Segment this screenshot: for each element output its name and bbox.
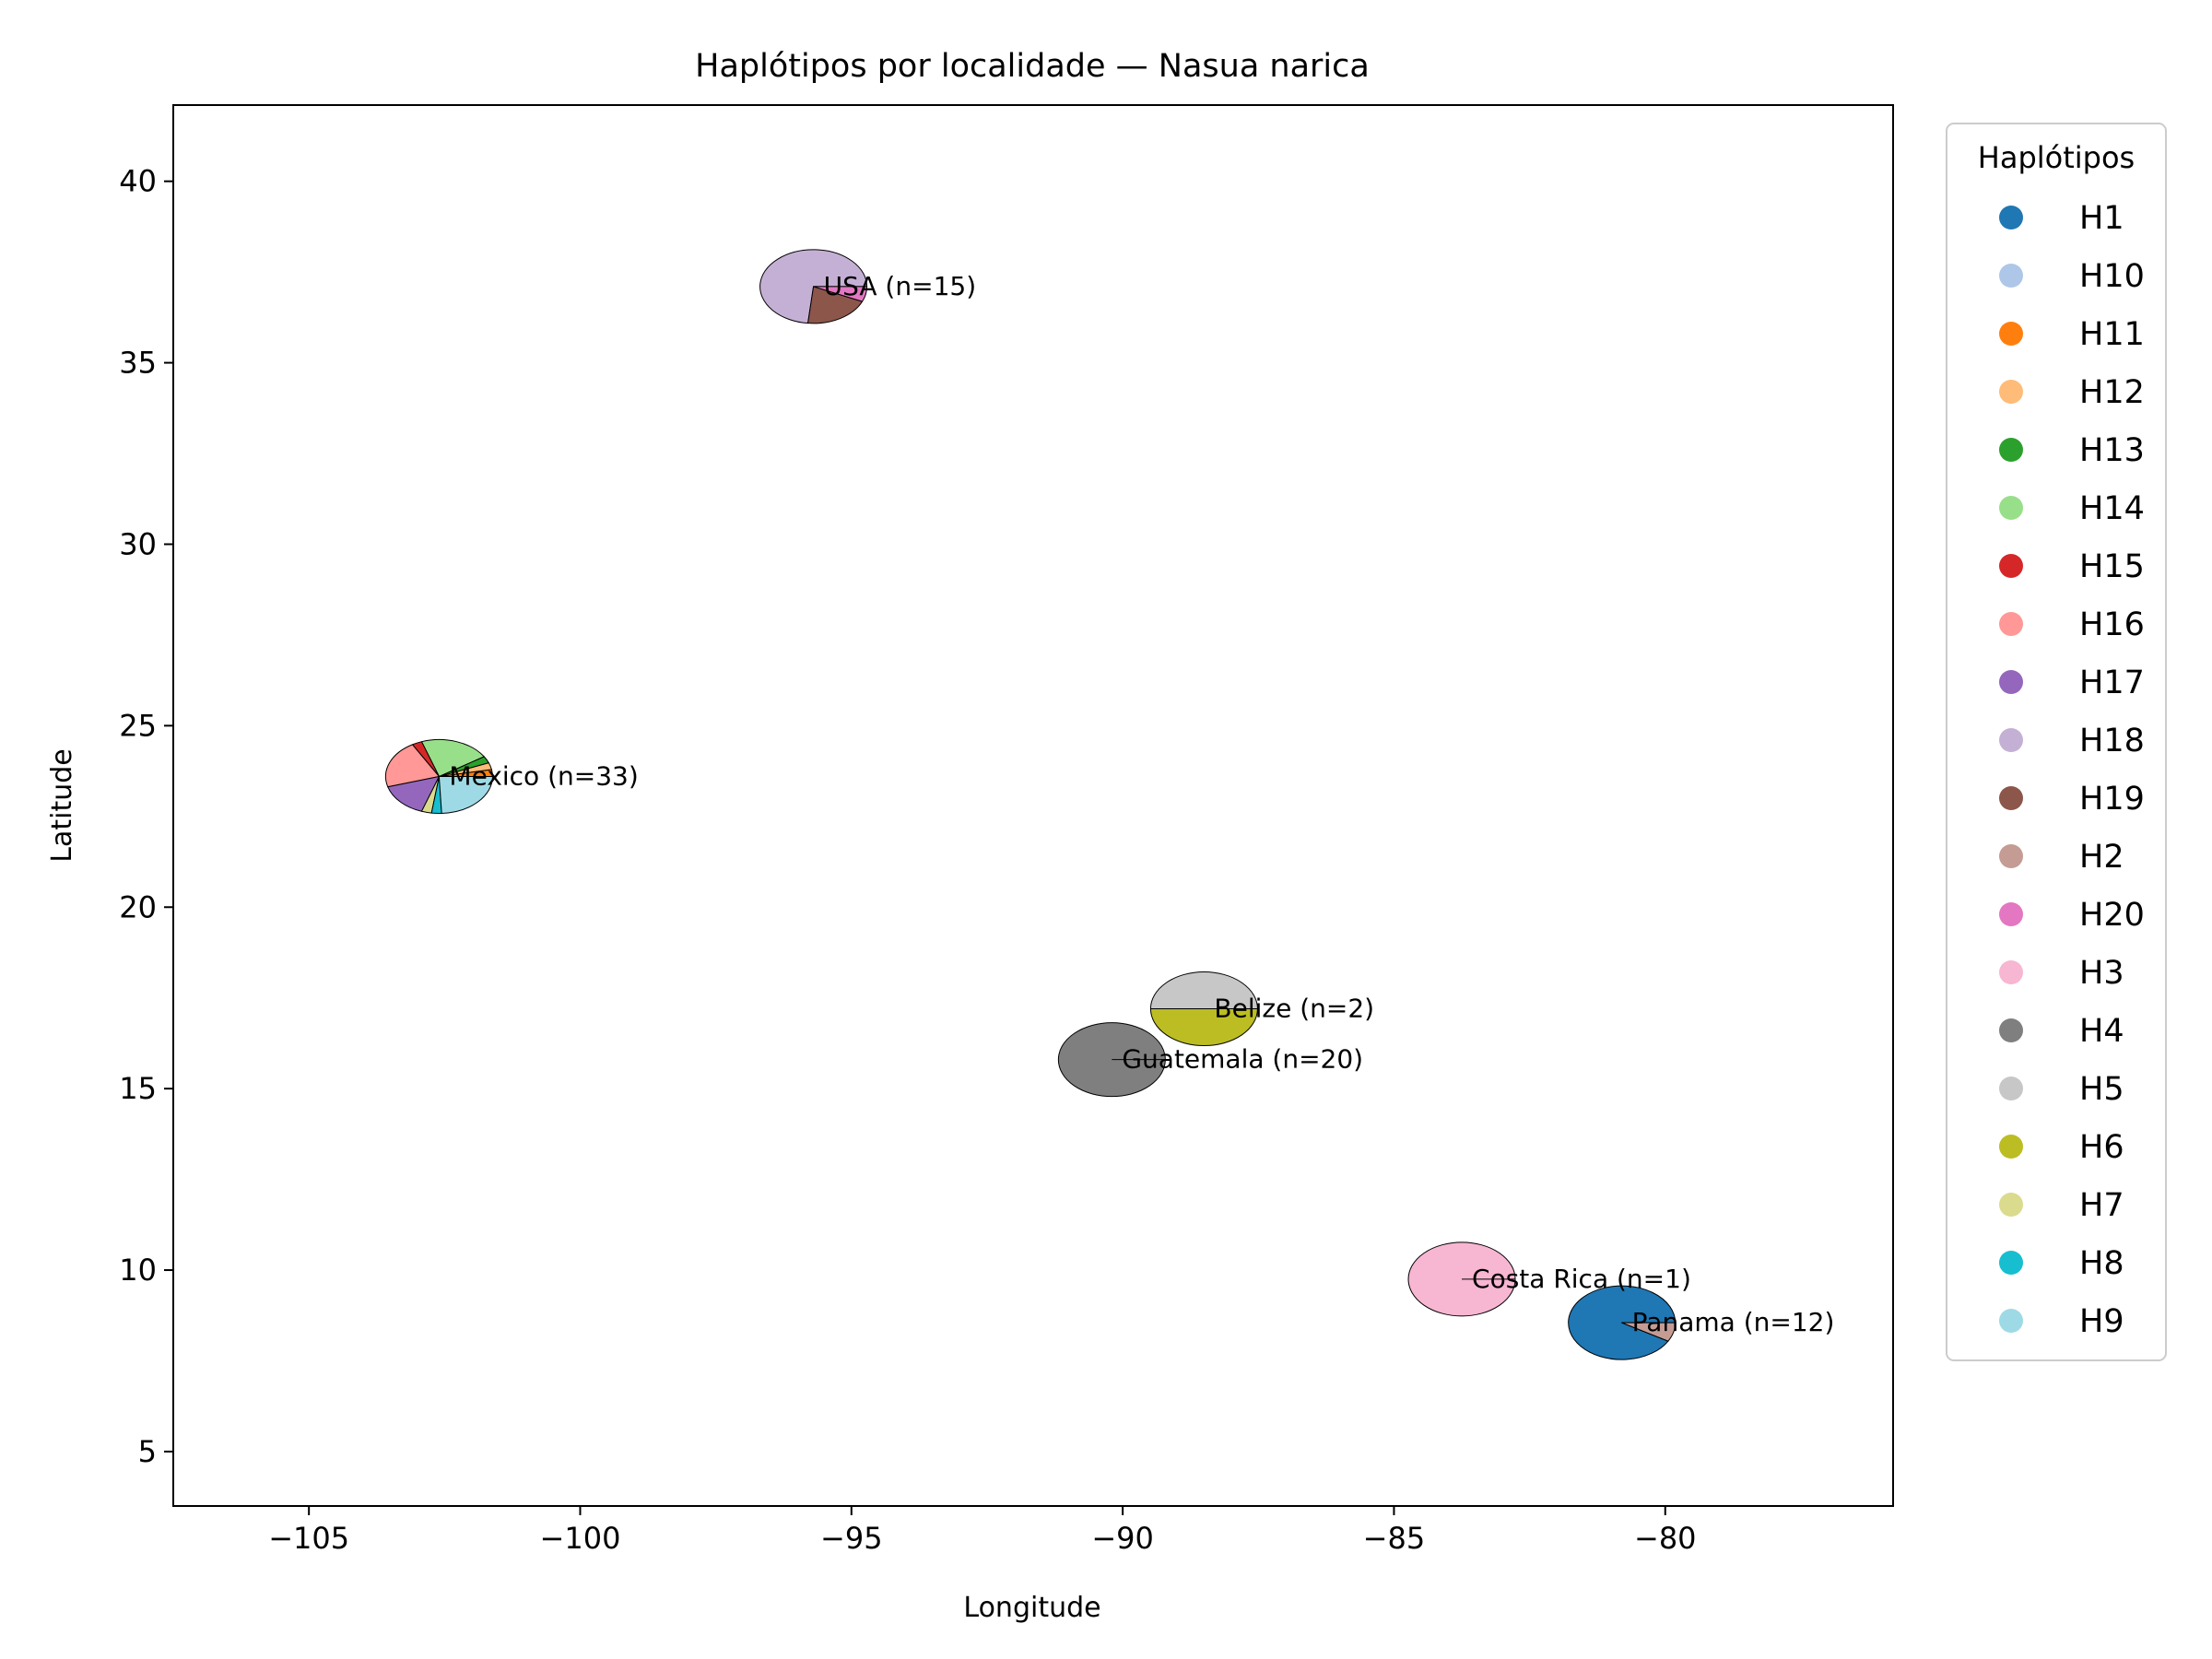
legend-marker-h9 [1999, 1309, 2023, 1333]
pie-mexico [384, 739, 493, 814]
legend-label-h19: H19 [2079, 781, 2145, 818]
legend-label-h12: H12 [2079, 374, 2145, 411]
y-tick-label: 10 [119, 1253, 157, 1288]
pie-usa [759, 249, 868, 324]
legend-label-h20: H20 [2079, 897, 2145, 934]
y-tick-label: 40 [119, 164, 157, 199]
legend-marker-h7 [1999, 1193, 2023, 1217]
x-tick-label: −105 [268, 1521, 349, 1556]
pie-panama [1568, 1285, 1677, 1360]
legend-marker-h12 [1999, 380, 2023, 404]
locality-label-usa: USA (n=15) [824, 271, 977, 301]
pie-slice-h17 [387, 775, 440, 812]
legend-label-h6: H6 [2079, 1129, 2124, 1166]
y-tick-label: 30 [119, 526, 157, 561]
legend-label-h14: H14 [2079, 490, 2145, 527]
legend-frame [1946, 123, 2167, 1361]
legend-marker-h13 [1999, 438, 2023, 462]
pie-slice-h5 [1149, 971, 1258, 1010]
pie-slice-h19 [807, 286, 864, 324]
legend-label-h9: H9 [2079, 1303, 2124, 1340]
y-tick-label: 15 [119, 1071, 157, 1106]
pie-slice-h20 [813, 286, 868, 302]
x-axis-ticks: −105 −100 −95 −90 −85 −80 [268, 1506, 1697, 1556]
locality-label-belize: Belize (n=2) [1214, 994, 1374, 1024]
locality-label-guatemala: Guatemala (n=20) [1122, 1044, 1363, 1075]
legend-label-h8: H8 [2079, 1245, 2124, 1282]
legend-marker-h11 [1999, 322, 2023, 346]
pie-slice-h2 [1621, 1322, 1677, 1342]
y-tick-label: 20 [119, 889, 157, 924]
legend-title: Haplótipos [1978, 140, 2135, 175]
legend-label-h16: H16 [2079, 606, 2145, 643]
locality-label-mexico: Mexico (n=33) [449, 760, 638, 791]
y-axis-label: Latitude [46, 748, 78, 862]
pie-guatemala [1057, 1022, 1166, 1098]
legend-label-h5: H5 [2079, 1071, 2124, 1108]
legend: Haplótipos H1 H10 H11 H12 H13 H14 H15 H16 H17 H18… [1946, 123, 2167, 1361]
legend-marker-h10 [1999, 264, 2023, 288]
legend-marker-h19 [1999, 786, 2023, 810]
locality-label-costa-rica: Costa Rica (n=1) [1472, 1264, 1691, 1294]
x-tick-label: −80 [1634, 1521, 1697, 1556]
legend-marker-h20 [1999, 902, 2023, 926]
legend-marker-h14 [1999, 496, 2023, 520]
legend-marker-h2 [1999, 844, 2023, 868]
legend-label-h17: H17 [2079, 665, 2145, 701]
pie-costa-rica [1407, 1241, 1516, 1317]
legend-marker-h5 [1999, 1077, 2023, 1100]
pie-slice-h14 [420, 739, 485, 777]
legend-label-h1: H1 [2079, 200, 2124, 237]
legend-marker-h4 [1999, 1018, 2023, 1042]
legend-entries: H1 H10 H11 H12 H13 H14 H15 H16 H17 H18 H19 H2 H20 H3 H… [1999, 200, 2145, 1340]
x-tick-label: −90 [1091, 1521, 1154, 1556]
legend-marker-h15 [1999, 554, 2023, 578]
legend-label-h3: H3 [2079, 955, 2124, 992]
legend-marker-h18 [1999, 728, 2023, 752]
legend-label-h15: H15 [2079, 548, 2145, 585]
x-tick-label: −100 [540, 1521, 621, 1556]
plot-area: USA (n=15) Mexico (n=33) Belize (n=2) Guate… [119, 104, 1894, 1556]
x-axis-label: Longitude [963, 1592, 1100, 1624]
legend-marker-h16 [1999, 612, 2023, 636]
legend-marker-h3 [1999, 960, 2023, 984]
legend-label-h10: H10 [2079, 258, 2145, 295]
legend-marker-h1 [1999, 206, 2023, 229]
y-tick-label: 35 [119, 346, 157, 381]
chart-title: Haplótipos por localidade — Nasua narica [695, 48, 1370, 85]
pie-slice-h16 [384, 744, 440, 788]
legend-label-h11: H11 [2079, 316, 2145, 353]
locality-labels: USA (n=15) Mexico (n=33) Belize (n=2) Guate… [449, 271, 1834, 1337]
x-tick-label: −95 [820, 1521, 883, 1556]
legend-marker-h17 [1999, 670, 2023, 694]
pie-slice-h9 [438, 775, 493, 814]
locality-label-panama: Panama (n=12) [1632, 1307, 1835, 1337]
pie-belize [1149, 971, 1258, 1046]
y-axis-ticks: 5 10 15 20 25 30 35 40 [119, 164, 173, 1469]
y-tick-label: 5 [138, 1434, 157, 1469]
pie-slice-h6 [1149, 1008, 1258, 1046]
legend-marker-h6 [1999, 1135, 2023, 1159]
legend-marker-h8 [1999, 1251, 2023, 1275]
legend-label-h7: H7 [2079, 1187, 2124, 1224]
legend-label-h13: H13 [2079, 432, 2145, 469]
y-tick-label: 25 [119, 708, 157, 743]
x-tick-label: −85 [1363, 1521, 1426, 1556]
legend-label-h18: H18 [2079, 723, 2145, 759]
legend-label-h2: H2 [2079, 839, 2124, 876]
pie-markers [384, 249, 1677, 1360]
legend-label-h4: H4 [2079, 1013, 2124, 1050]
